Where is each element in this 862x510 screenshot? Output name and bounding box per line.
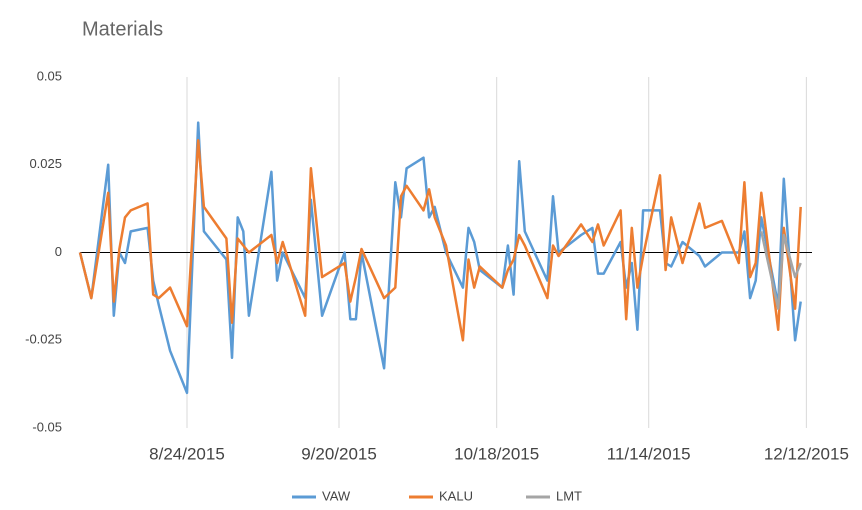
series-line: [760, 231, 802, 310]
series-line: [78, 121, 802, 395]
x-tick-label: 12/12/2015: [764, 444, 849, 463]
legend-label: LMT: [556, 488, 582, 503]
chart-title: Materials: [82, 18, 163, 40]
y-tick-label: 0.025: [29, 156, 62, 171]
legend-label: VAW: [322, 488, 351, 503]
series-line: [78, 138, 802, 342]
x-tick-label: 10/18/2015: [454, 444, 539, 463]
legend-label: KALU: [439, 488, 473, 503]
y-tick-label: 0: [55, 244, 62, 259]
y-tick-label: 0.05: [37, 68, 62, 83]
x-tick-label: 8/24/2015: [149, 444, 225, 463]
x-tick-label: 9/20/2015: [301, 444, 377, 463]
y-tick-label: -0.025: [25, 332, 62, 347]
x-tick-label: 11/14/2015: [607, 444, 691, 463]
y-tick-label: -0.05: [32, 419, 62, 434]
